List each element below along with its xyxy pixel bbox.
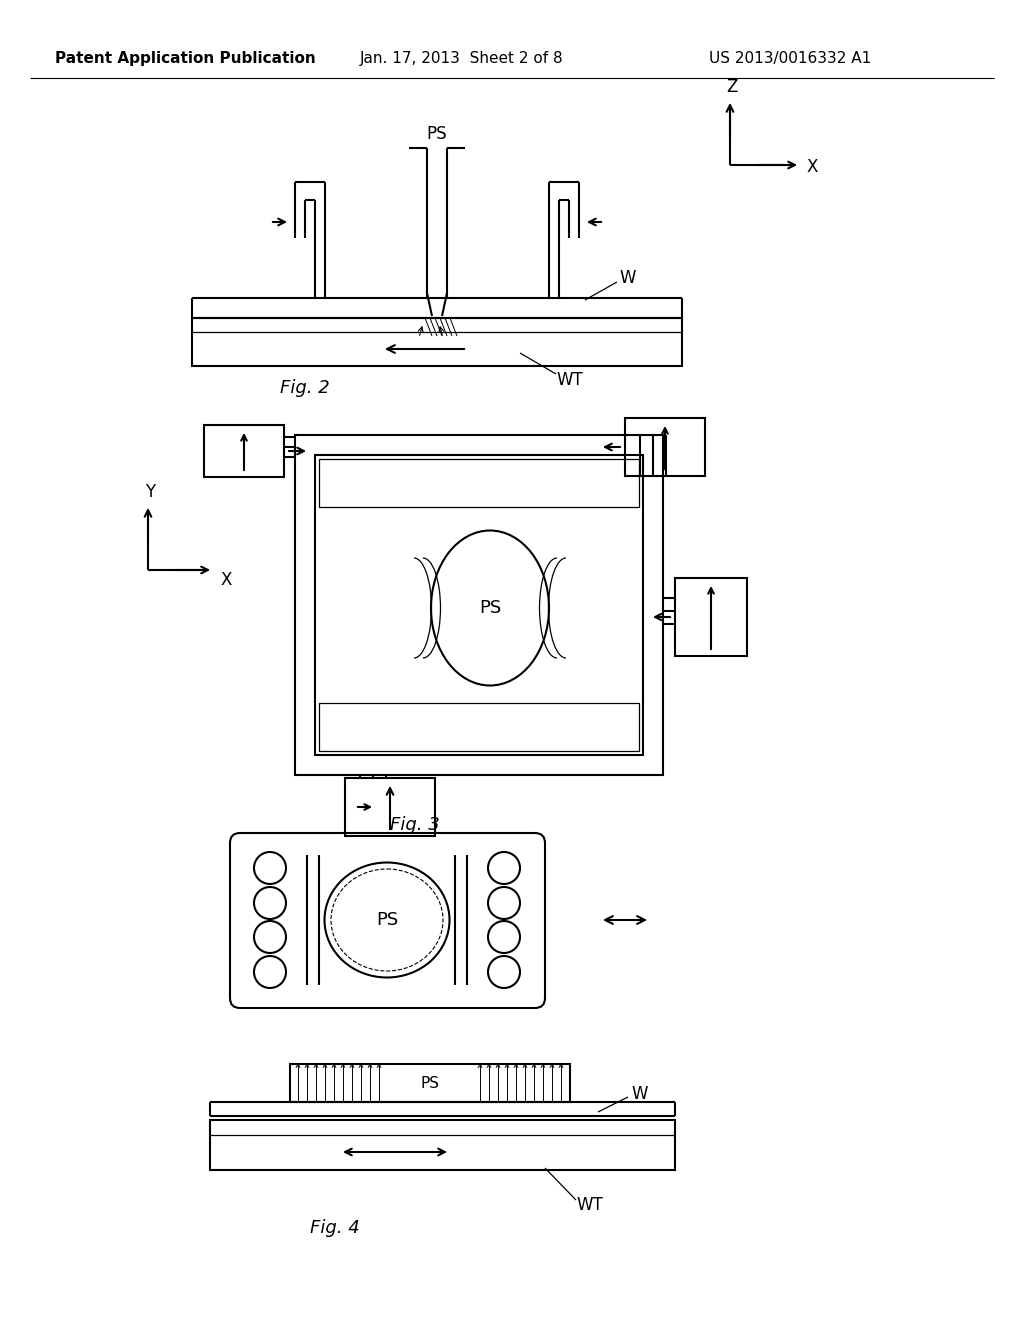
Bar — [675, 578, 746, 656]
Text: X: X — [806, 158, 818, 176]
Bar — [625, 418, 705, 477]
Text: US 2013/0016332 A1: US 2013/0016332 A1 — [709, 50, 871, 66]
Bar — [315, 455, 643, 755]
Text: PS: PS — [479, 599, 501, 616]
Text: W: W — [620, 269, 636, 286]
Text: WT: WT — [577, 1196, 603, 1214]
Text: Patent Application Publication: Patent Application Publication — [54, 50, 315, 66]
Text: Y: Y — [145, 483, 155, 502]
Text: Z: Z — [726, 78, 737, 96]
Bar — [193, 318, 682, 366]
Bar — [290, 1064, 570, 1102]
Text: X: X — [220, 572, 231, 589]
Text: PS: PS — [376, 911, 398, 929]
Text: Fig. 3: Fig. 3 — [390, 816, 440, 834]
Text: PS: PS — [421, 1076, 439, 1090]
Text: Fig. 4: Fig. 4 — [310, 1218, 359, 1237]
Bar — [345, 777, 435, 836]
Text: PS: PS — [427, 125, 447, 143]
Text: W: W — [632, 1085, 648, 1104]
Bar — [319, 459, 639, 507]
Bar — [319, 704, 639, 751]
Text: Fig. 2: Fig. 2 — [281, 379, 330, 397]
Text: Jan. 17, 2013  Sheet 2 of 8: Jan. 17, 2013 Sheet 2 of 8 — [360, 50, 564, 66]
Bar — [295, 436, 663, 775]
Bar — [210, 1119, 675, 1170]
Text: WT: WT — [557, 371, 584, 389]
Bar — [204, 425, 284, 477]
